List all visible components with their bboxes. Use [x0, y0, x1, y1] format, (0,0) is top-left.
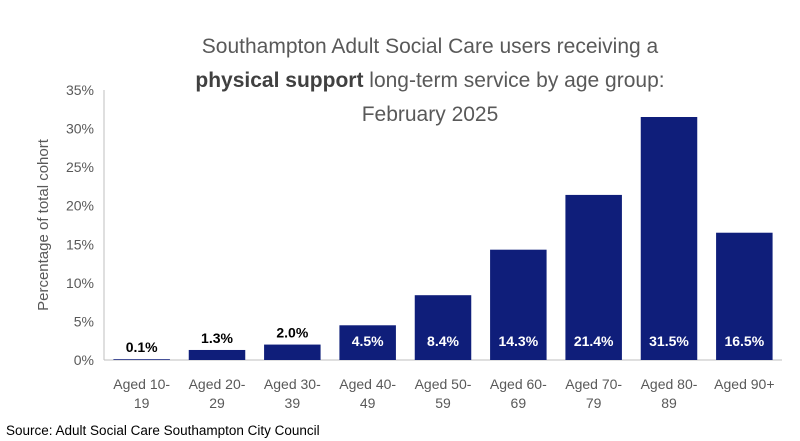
y-tick-label: 30%	[66, 121, 94, 137]
chart-title-line-2-rest: long-term service by age group:	[363, 69, 665, 92]
x-tick-label: 19	[134, 395, 150, 411]
chart-title-line-3: February 2025	[361, 103, 499, 126]
bar	[414, 295, 472, 360]
data-label: 21.4%	[574, 333, 614, 349]
source-note: Source: Adult Social Care Southampton Ci…	[6, 423, 320, 438]
chart-title-line-1: Southampton Adult Social Care users rece…	[201, 35, 659, 58]
x-tick-label: 39	[285, 395, 301, 411]
data-label: 31.5%	[649, 333, 689, 349]
x-tick-label: 69	[511, 395, 527, 411]
bar	[264, 344, 321, 360]
data-label: 14.3%	[498, 333, 538, 349]
y-axis-title: Percentage of total cohort	[35, 138, 52, 311]
bar	[490, 249, 547, 360]
x-tick-label: 29	[209, 395, 225, 411]
data-label: 0.1%	[126, 339, 158, 355]
x-tick-label: Aged 20-	[189, 376, 246, 392]
x-tick-label: Aged 50-	[415, 376, 472, 392]
x-tick-label: 49	[360, 395, 376, 411]
bar	[640, 117, 698, 360]
y-tick-label: 25%	[66, 159, 94, 175]
chart-title-emphasis: physical support	[195, 69, 364, 92]
y-tick-label: 5%	[74, 313, 94, 329]
data-label: 2.0%	[276, 325, 308, 341]
y-tick-label: 0%	[74, 352, 94, 368]
bar	[716, 232, 773, 360]
x-tick-label: Aged 30-	[264, 376, 321, 392]
x-tick-label: 59	[435, 395, 451, 411]
x-tick-label: Aged 60-	[490, 376, 547, 392]
y-tick-label: 10%	[66, 275, 94, 291]
x-tick-label: Aged 40-	[339, 376, 396, 392]
y-tick-label: 35%	[66, 82, 94, 98]
y-tick-label: 20%	[66, 198, 94, 214]
x-tick-label: 79	[586, 395, 602, 411]
x-tick-label: Aged 70-	[565, 376, 622, 392]
data-label: 16.5%	[724, 333, 764, 349]
x-tick-label: Aged 80-	[641, 376, 698, 392]
x-tick-label: Aged 10-	[113, 376, 170, 392]
bar	[565, 194, 622, 360]
chart-title-line-2: physical support long-term service by ag…	[130, 64, 730, 98]
chart-title: Southampton Adult Social Care users rece…	[130, 30, 730, 132]
bar	[339, 325, 396, 360]
bar	[188, 349, 246, 360]
bar	[113, 359, 170, 360]
data-label: 1.3%	[201, 330, 233, 346]
data-label: 4.5%	[352, 333, 384, 349]
x-tick-label: 89	[661, 395, 677, 411]
data-label: 8.4%	[427, 333, 459, 349]
y-tick-label: 15%	[66, 236, 94, 252]
x-tick-label: Aged 90+	[714, 376, 774, 392]
